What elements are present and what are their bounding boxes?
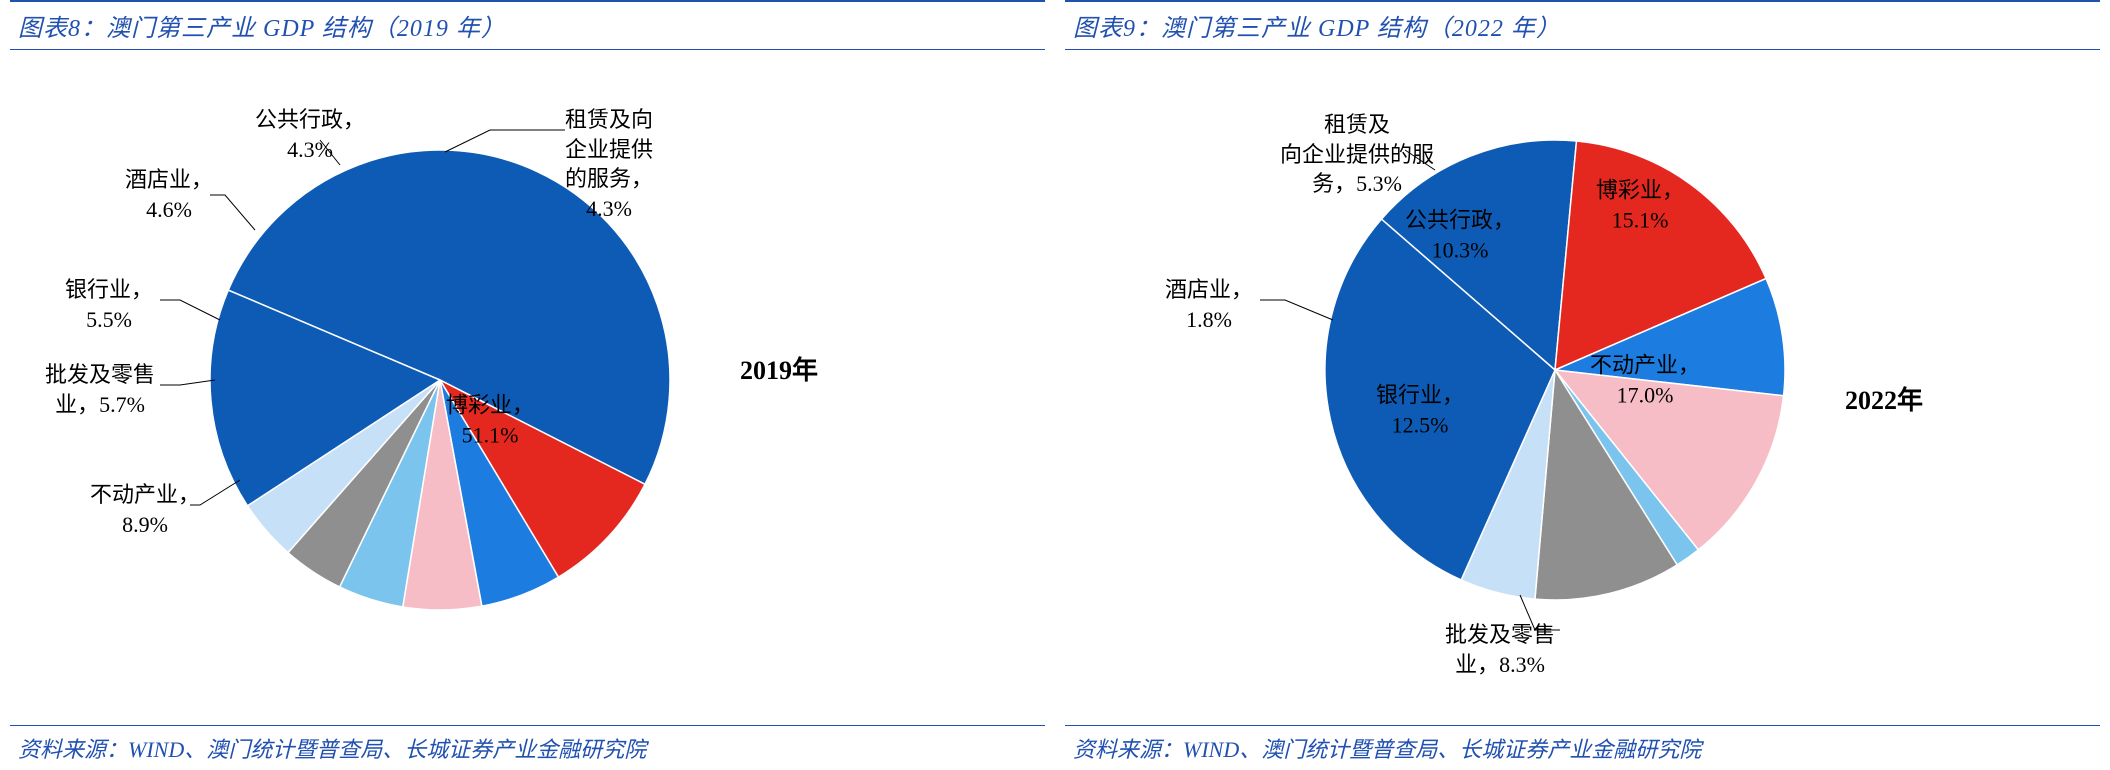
chart-source-2022: 资料来源：WIND、澳门统计暨普查局、长城证券产业金融研究院	[1065, 725, 2100, 770]
chart-title-2022: 图表9：澳门第三产业 GDP 结构（2022 年）	[1065, 0, 2100, 50]
slice-label: 博彩业， 15.1%	[1596, 175, 1684, 234]
slice-label: 银行业， 5.5%	[65, 275, 153, 334]
leader-line	[210, 195, 255, 230]
slice-label: 博彩业， 51.1%	[446, 390, 534, 449]
chart-area-2022: 博彩业， 15.1% 不动产业， 17.0% 批发及零售 业，8.3% 银行业， 12…	[1065, 50, 2100, 725]
pie-chart	[10, 50, 1045, 710]
slice-label: 酒店业， 4.6%	[125, 165, 213, 224]
slice-label: 不动产业， 8.9%	[90, 480, 200, 539]
panel-2022: 图表9：澳门第三产业 GDP 结构（2022 年） 博彩业， 15.1% 不动产业…	[1055, 0, 2110, 770]
chart-area-2019: 博彩业， 51.1% 不动产业， 8.9% 批发及零售 业，5.7% 银行业， 5.5…	[10, 50, 1045, 725]
chart-title-2019: 图表8：澳门第三产业 GDP 结构（2019 年）	[10, 0, 1045, 50]
year-label: 2022年	[1845, 380, 1923, 417]
slice-label: 公共行政， 10.3%	[1405, 205, 1515, 264]
leader-line	[160, 300, 220, 320]
year-label: 2019年	[740, 350, 818, 387]
slice-label: 批发及零售 业，8.3%	[1445, 620, 1555, 679]
slice-label: 公共行政， 4.3%	[255, 105, 365, 164]
leader-line	[1260, 300, 1333, 320]
slice-label: 租赁及向 企业提供 的服务， 4.3%	[565, 105, 653, 224]
chart-source-2019: 资料来源：WIND、澳门统计暨普查局、长城证券产业金融研究院	[10, 725, 1045, 770]
panel-2019: 图表8：澳门第三产业 GDP 结构（2019 年） 博彩业， 51.1% 不动产业…	[0, 0, 1055, 770]
pie-chart	[1065, 50, 2100, 710]
slice-label: 租赁及 向企业提供的服 务，5.3%	[1280, 110, 1434, 199]
slice-label: 酒店业， 1.8%	[1165, 275, 1253, 334]
slice-label: 银行业， 12.5%	[1376, 380, 1464, 439]
leader-line	[445, 130, 565, 152]
slice-label: 批发及零售 业，5.7%	[45, 360, 155, 419]
leader-line	[160, 380, 215, 385]
slice-label: 不动产业， 17.0%	[1590, 350, 1700, 409]
